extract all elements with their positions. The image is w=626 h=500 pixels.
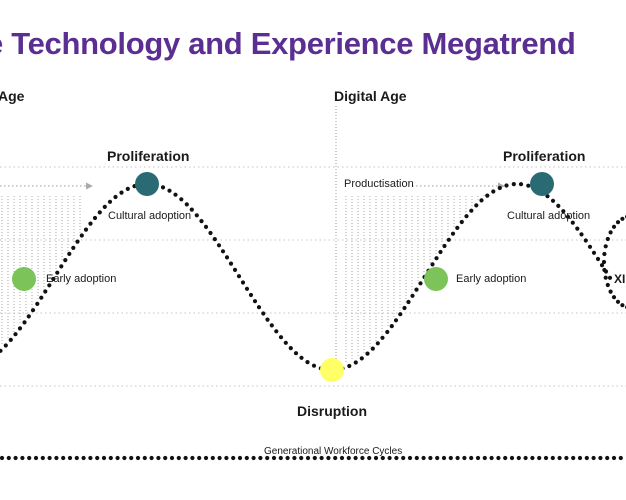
hatching-right <box>345 194 485 364</box>
cultural-adoption-label-left: Cultural adoption <box>108 210 192 222</box>
cultural-adoption-label-right: Cultural adoption <box>507 210 591 222</box>
early-adoption-marker-right <box>424 267 448 291</box>
xp-fragment-label: XI <box>614 272 626 286</box>
disruption-marker <box>320 358 344 382</box>
dotted-loop-curve <box>601 214 626 310</box>
page-title: e Technology and Experience Megatrend <box>0 26 576 61</box>
proliferation-label-right: Proliferation <box>503 148 586 164</box>
proliferation-marker-right <box>530 172 554 196</box>
productisation-arrow-left <box>0 182 93 190</box>
generational-baseline-dots <box>0 455 623 461</box>
age-label-digital: Digital Age <box>334 88 407 104</box>
horizontal-guide-lines <box>0 166 626 387</box>
productisation-arrow-right <box>412 182 505 190</box>
proliferation-marker-left <box>135 172 159 196</box>
hatching-left <box>1 196 81 346</box>
age-label-left: Age <box>0 88 25 104</box>
productisation-label: Productisation <box>344 178 414 190</box>
early-adoption-marker-left <box>12 267 36 291</box>
early-adoption-label-right: Early adoption <box>456 273 527 285</box>
proliferation-label-left: Proliferation <box>107 148 190 164</box>
footer-caption: Generational Workforce Cycles <box>264 446 403 457</box>
early-adoption-label-left: Early adoption <box>46 273 117 285</box>
disruption-label: Disruption <box>297 403 367 419</box>
